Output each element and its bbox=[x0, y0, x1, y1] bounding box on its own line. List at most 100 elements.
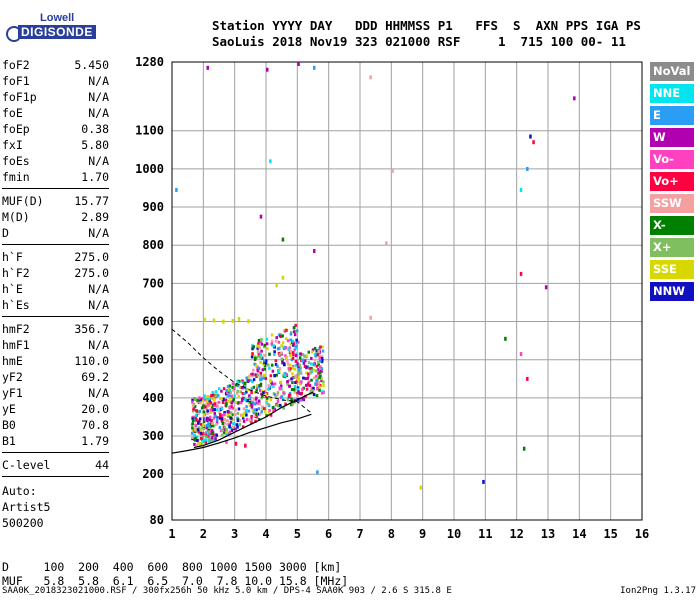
echo-point bbox=[278, 403, 282, 407]
echo-point bbox=[246, 399, 249, 403]
x-tick-label: 12 bbox=[509, 527, 523, 541]
echo-point bbox=[231, 425, 235, 429]
echo-point bbox=[315, 379, 318, 383]
echo-point bbox=[266, 67, 269, 72]
y-tick-label: 1100 bbox=[135, 124, 164, 138]
echo-point bbox=[274, 363, 278, 367]
echo-point bbox=[193, 438, 196, 442]
echo-point bbox=[315, 364, 319, 368]
echo-point bbox=[316, 470, 319, 475]
echo-point bbox=[218, 410, 221, 414]
echo-point bbox=[269, 378, 272, 383]
echo-point bbox=[207, 437, 211, 441]
echo-point bbox=[291, 381, 294, 385]
legend-item-nnw: NNW bbox=[650, 282, 694, 301]
echo-point bbox=[289, 332, 293, 336]
echo-point bbox=[519, 187, 523, 192]
echo-point bbox=[294, 381, 297, 385]
echo-point bbox=[202, 427, 205, 431]
echo-point bbox=[254, 419, 257, 423]
echo-point bbox=[303, 359, 307, 363]
echo-point bbox=[221, 422, 225, 426]
echo-point bbox=[269, 413, 273, 417]
echo-point bbox=[222, 431, 226, 435]
echo-point bbox=[250, 355, 254, 359]
echo-point bbox=[209, 401, 213, 405]
echo-point bbox=[271, 406, 275, 410]
echo-point bbox=[288, 378, 291, 382]
ordinary-trace-line bbox=[193, 391, 314, 449]
echo-point bbox=[240, 401, 243, 405]
echo-point bbox=[264, 361, 268, 365]
x-tick-label: 9 bbox=[419, 527, 426, 541]
echo-point bbox=[209, 408, 212, 412]
echo-point bbox=[281, 341, 285, 345]
param-label: yE bbox=[2, 402, 16, 416]
echo-point bbox=[230, 428, 234, 432]
echo-point bbox=[276, 399, 280, 403]
echo-point bbox=[232, 388, 235, 392]
echo-point bbox=[277, 369, 280, 373]
echo-point bbox=[243, 383, 247, 387]
logo-arc-icon bbox=[6, 26, 22, 42]
param-row: C-level 44 bbox=[2, 457, 109, 473]
echo-point bbox=[284, 402, 287, 406]
param-row: h`E N/A bbox=[2, 281, 109, 297]
echo-point bbox=[198, 417, 202, 421]
echo-point bbox=[529, 134, 532, 139]
echo-point bbox=[316, 386, 319, 391]
echo-point bbox=[301, 353, 304, 357]
echo-point bbox=[302, 361, 306, 365]
x-tick-label: 6 bbox=[325, 527, 332, 541]
echo-point bbox=[242, 419, 246, 423]
echo-point bbox=[273, 350, 276, 354]
echo-point bbox=[257, 366, 261, 370]
echo-point bbox=[201, 397, 204, 401]
echo-point bbox=[200, 426, 204, 430]
echo-point bbox=[196, 398, 199, 402]
echo-point bbox=[259, 353, 263, 357]
echo-point bbox=[257, 350, 260, 354]
echo-point bbox=[215, 433, 218, 437]
echo-point bbox=[286, 382, 289, 386]
echo-point bbox=[250, 400, 253, 404]
echo-point bbox=[263, 367, 266, 371]
param-row: M(D) 2.89 bbox=[2, 209, 109, 225]
echo-point bbox=[247, 319, 250, 324]
echo-point bbox=[205, 423, 209, 427]
y-tick-label: 900 bbox=[142, 200, 164, 214]
echo-point bbox=[226, 423, 229, 427]
echo-point bbox=[291, 364, 295, 368]
echo-point bbox=[211, 421, 215, 425]
echo-point bbox=[210, 419, 213, 423]
param-separator bbox=[2, 244, 109, 245]
echo-point bbox=[258, 389, 262, 393]
echo-point bbox=[291, 356, 295, 360]
echo-point bbox=[291, 366, 294, 370]
param-value: N/A bbox=[88, 298, 109, 312]
param-label: h`E bbox=[2, 282, 23, 296]
echo-point bbox=[230, 401, 233, 405]
footer-version: Ion2Png 1.3.17 bbox=[620, 586, 696, 596]
echo-point bbox=[229, 420, 233, 424]
echo-point bbox=[237, 401, 240, 405]
param-label: yF2 bbox=[2, 370, 23, 384]
echo-point bbox=[237, 394, 240, 398]
echo-point bbox=[225, 419, 229, 423]
echo-point bbox=[250, 414, 253, 418]
echo-point bbox=[265, 337, 269, 341]
echo-point bbox=[217, 400, 221, 404]
echo-point bbox=[292, 326, 296, 330]
echo-point bbox=[245, 388, 249, 392]
echo-point bbox=[249, 396, 252, 400]
param-value: N/A bbox=[88, 282, 109, 296]
echo-point bbox=[271, 369, 275, 373]
echo-point bbox=[191, 426, 194, 430]
echo-point bbox=[199, 436, 203, 440]
echo-point bbox=[275, 283, 278, 288]
echo-point bbox=[241, 391, 245, 395]
param-row: foEp 0.38 bbox=[2, 121, 109, 137]
echo-point bbox=[215, 421, 219, 425]
echo-point bbox=[526, 166, 529, 171]
echo-point bbox=[279, 380, 283, 384]
